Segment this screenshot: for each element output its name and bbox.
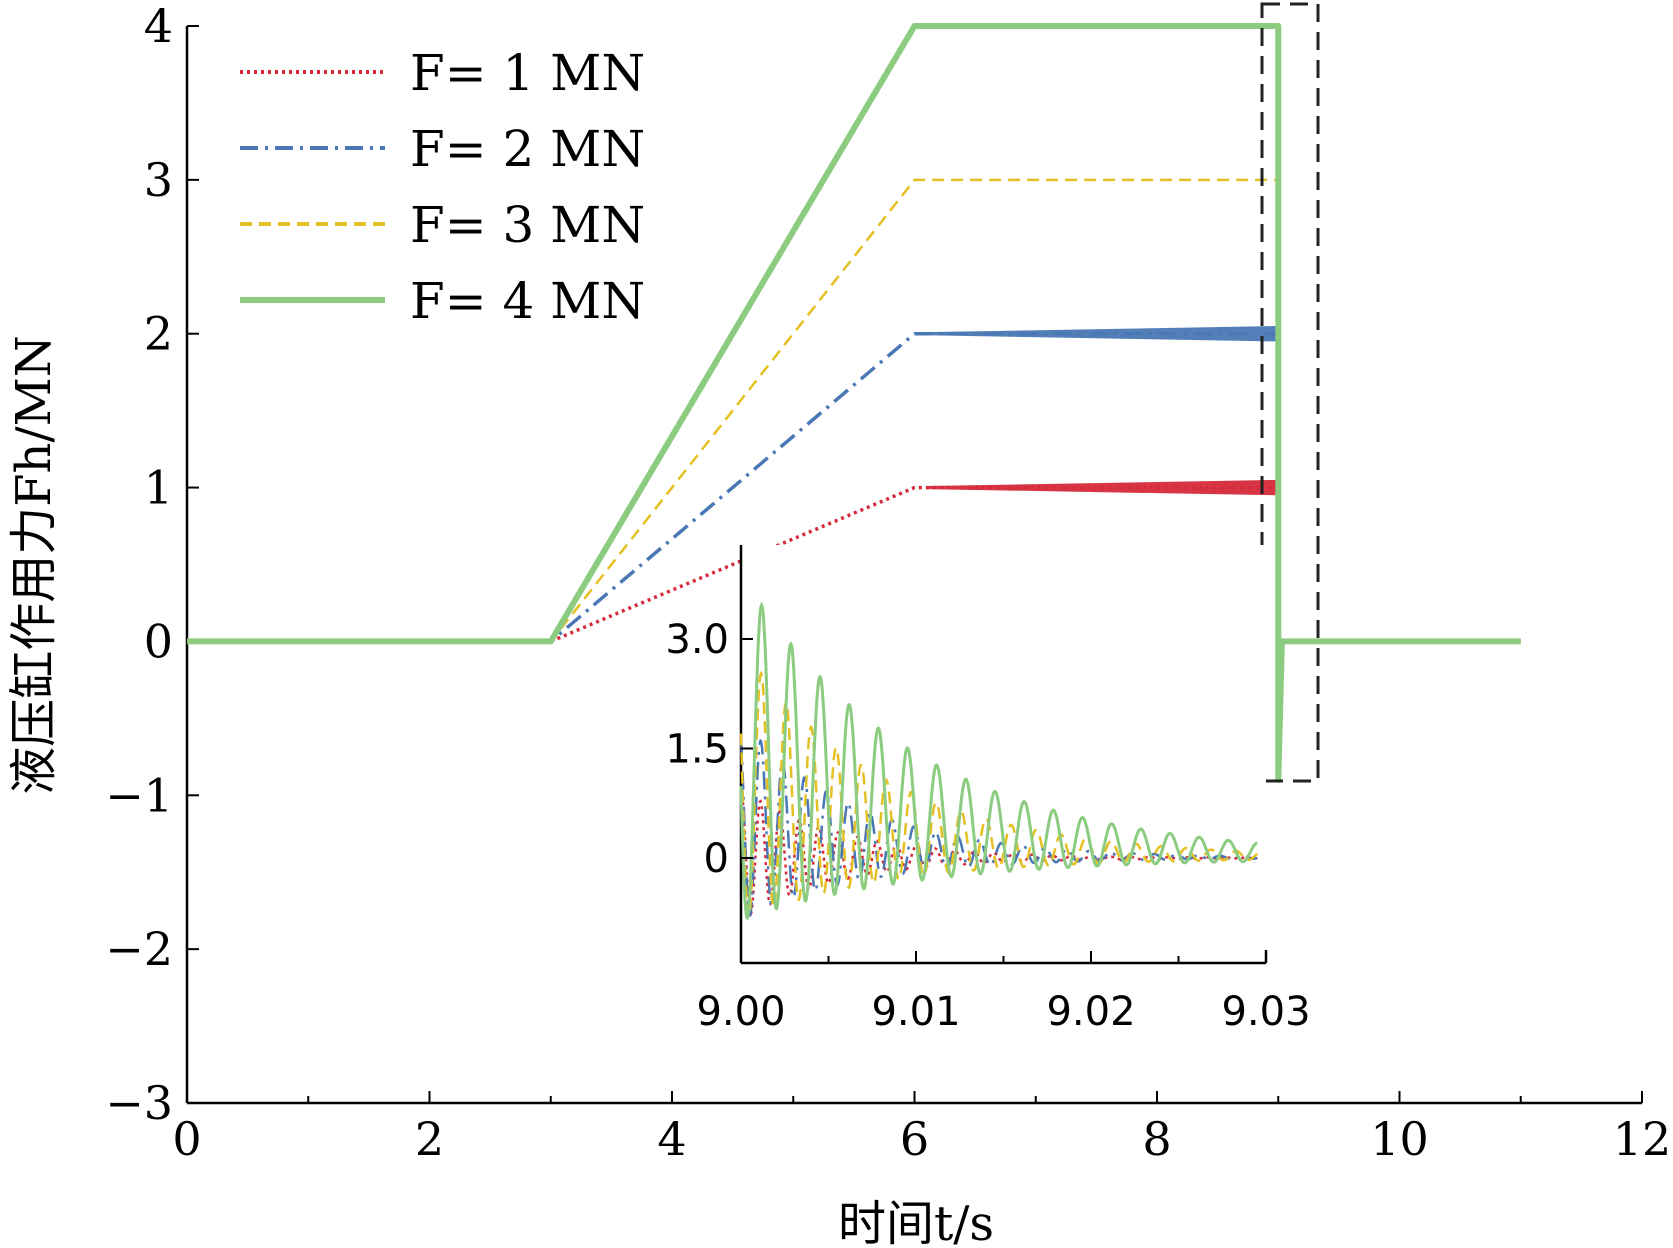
- inset-chart: 9.00 9.01 9.02 9.03 0 1.5 3.0: [665, 545, 1311, 1035]
- x-tick-label: 0: [172, 1112, 201, 1166]
- x-tick-label: 10: [1370, 1112, 1429, 1166]
- y-tick-label: 4: [144, 0, 173, 53]
- legend-label: F= 1 MN: [410, 44, 645, 102]
- inset-x-tick-label: 9.00: [696, 989, 785, 1035]
- legend: F= 1 MN F= 2 MN F= 3 MN F= 4 MN: [240, 44, 645, 330]
- legend-label: F= 2 MN: [410, 120, 645, 178]
- y-tick-label: −3: [105, 1076, 173, 1130]
- x-axis-title: 时间t/s: [838, 1196, 994, 1248]
- inset-background: [741, 545, 1266, 963]
- y-tick-label: 1: [144, 461, 173, 515]
- inset-y-tick-label: 1.5: [665, 727, 729, 773]
- series-band: [926, 326, 1276, 342]
- inset-series-line: [739, 601, 1258, 921]
- x-tick-label: 8: [1142, 1112, 1171, 1166]
- y-ticks: −3 −2 −1 0 1 2 3 4: [105, 0, 199, 1130]
- y-tick-label: 3: [144, 153, 173, 207]
- y-tick-label: −2: [105, 922, 173, 976]
- inset-series-line: [739, 788, 1258, 917]
- inset-x-tick-label: 9.03: [1221, 989, 1310, 1035]
- x-tick-label: 6: [900, 1112, 929, 1166]
- y-tick-label: −1: [105, 768, 173, 822]
- inset-y-tick-label: 3.0: [665, 617, 729, 663]
- inset-series-line: [739, 670, 1259, 919]
- inset-series-line: [739, 736, 1258, 918]
- main-series: [187, 23, 1521, 783]
- inset-y-ticks: 0 1.5 3.0: [665, 617, 753, 882]
- inset-x-tick-label: 9.02: [1046, 989, 1135, 1035]
- inset-x-tick-label: 9.01: [871, 989, 960, 1035]
- zoom-box: [1260, 2, 1320, 783]
- y-tick-label: 2: [144, 307, 173, 361]
- inset-y-tick-label: 0: [704, 836, 729, 882]
- y-axis-title: 液压缸作用力Fh/MN: [6, 335, 62, 795]
- x-ticks: 0 2 4 6 8 10 12: [172, 1091, 1671, 1166]
- x-tick-label: 2: [415, 1112, 444, 1166]
- legend-label: F= 4 MN: [410, 272, 645, 330]
- series-line: [187, 23, 1521, 783]
- series-band: [926, 479, 1276, 496]
- x-tick-label: 4: [657, 1112, 686, 1166]
- x-tick-label: 12: [1613, 1112, 1672, 1166]
- y-tick-label: 0: [144, 614, 173, 668]
- inset-series: [739, 601, 1259, 921]
- legend-label: F= 3 MN: [410, 196, 645, 254]
- inset-x-ticks: 9.00 9.01 9.02 9.03: [696, 951, 1311, 1035]
